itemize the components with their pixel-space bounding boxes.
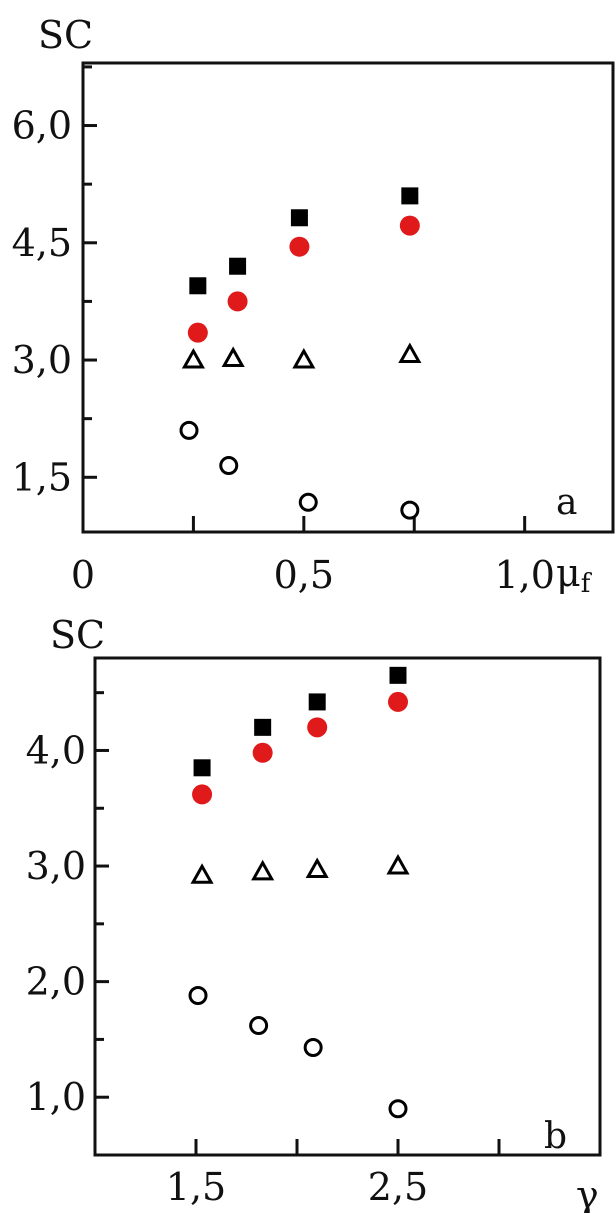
panel-a-ylabel: SC: [38, 13, 93, 57]
panel-b-y-tick-label: 3,0: [26, 844, 86, 888]
open-triangle-marker: [386, 853, 410, 875]
red-circle-marker: [187, 322, 208, 343]
panel-b-xlabel: γ: [576, 1173, 599, 1213]
open-triangle-marker: [190, 863, 214, 884]
red-circle-marker: [399, 215, 420, 236]
red-circle-marker: [252, 742, 273, 763]
panel-a-x-tick-label: 0: [71, 553, 95, 597]
panel-b-marks: [188, 666, 410, 1119]
open-circle-marker: [188, 985, 208, 1005]
panel-a-x-tick-label: 0,5: [274, 553, 334, 597]
open-triangle-marker: [221, 346, 245, 367]
open-circle-marker: [303, 1038, 323, 1058]
filled-square-marker: [290, 209, 308, 227]
panel-a-y-ticks: 1,5 3,0 4,5 6,0: [12, 65, 97, 499]
panel-a-x-ticks: 0 0,5 1,0: [71, 516, 555, 597]
open-triangle-marker: [305, 857, 329, 879]
panel-b-x-tick-label: 1,5: [166, 1165, 226, 1209]
filled-square-marker: [254, 718, 272, 736]
panel-a-label: a: [556, 482, 577, 523]
panel-b-y-tick-label: 2,0: [26, 960, 86, 1004]
panel-a-y-tick-label: 1,5: [12, 455, 72, 499]
open-triangle-marker: [292, 347, 316, 369]
panel-a-xlabel-main: μ: [556, 551, 581, 595]
filled-square-marker: [401, 187, 419, 205]
panel-b-x-ticks: 1,5 2,5: [166, 1139, 501, 1209]
panel-a-xlabel-sub: f: [581, 569, 593, 599]
panel-b: SC γ b 1,0 2,0 3,0 4,0 1,5 2,5: [26, 613, 602, 1213]
open-triangle-marker: [398, 342, 422, 364]
red-circle-marker: [289, 236, 310, 257]
panel-a-y-tick-label: 4,5: [12, 221, 72, 265]
filled-square-marker: [308, 693, 326, 711]
open-circle-marker: [400, 500, 420, 520]
panel-a-frame: [81, 61, 615, 534]
panel-b-y-tick-label: 1,0: [26, 1075, 86, 1119]
open-circle-marker: [298, 492, 318, 512]
filled-square-marker: [229, 257, 247, 275]
open-triangle-marker: [251, 859, 275, 881]
open-circle-marker: [179, 420, 199, 440]
filled-square-marker: [193, 759, 211, 777]
panel-a-y-tick-label: 6,0: [12, 104, 72, 148]
panel-a-marks: [179, 187, 422, 520]
filled-square-marker: [189, 277, 207, 295]
panel-b-y-tick-label: 4,0: [26, 728, 86, 772]
panel-a-y-tick-label: 3,0: [12, 338, 72, 382]
open-circle-marker: [219, 456, 239, 476]
open-triangle-marker: [181, 347, 205, 369]
panel-a-xlabel: μf: [556, 551, 593, 599]
red-circle-marker: [227, 291, 248, 312]
panel-b-ylabel: SC: [50, 613, 105, 657]
panel-b-frame: [93, 656, 602, 1157]
open-circle-marker: [249, 1016, 269, 1036]
open-circle-marker: [388, 1099, 408, 1119]
red-circle-marker: [388, 691, 408, 712]
panel-a-x-tick-label: 1,0: [494, 553, 554, 597]
red-circle-marker: [307, 717, 328, 738]
panel-b-y-ticks: 1,0 2,0 3,0 4,0: [26, 691, 109, 1119]
panel-b-x-tick-label: 2,5: [368, 1165, 428, 1209]
filled-square-marker: [389, 666, 407, 684]
panel-a: SC μf a 1,5 3,0 4,5 6,0 0 0,5 1,0: [12, 13, 615, 599]
panel-b-label: b: [544, 1116, 567, 1157]
red-circle-marker: [192, 784, 213, 805]
